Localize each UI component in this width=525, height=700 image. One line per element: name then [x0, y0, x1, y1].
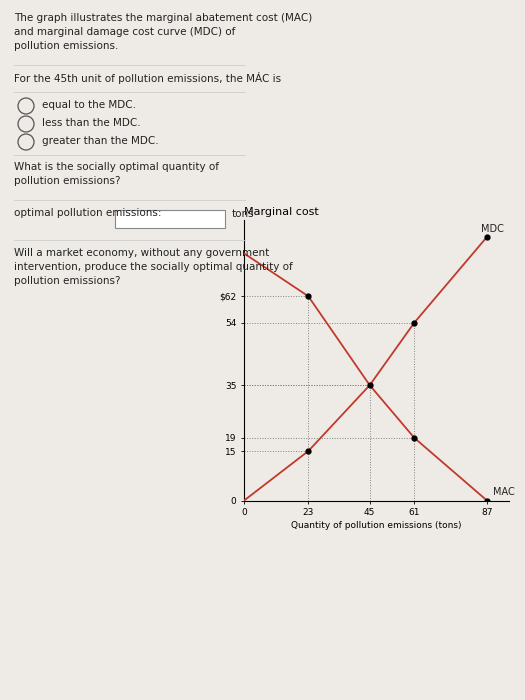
Text: Will a market economy, without any government: Will a market economy, without any gover…	[14, 248, 269, 258]
Text: What is the socially optimal quantity of: What is the socially optimal quantity of	[14, 162, 219, 172]
Text: For the 45th unit of pollution emissions, the MÁC is: For the 45th unit of pollution emissions…	[14, 72, 281, 84]
Text: MAC: MAC	[492, 487, 514, 497]
Text: pollution emissions.: pollution emissions.	[14, 41, 118, 51]
Text: tons: tons	[232, 209, 255, 219]
Text: greater than the MDC.: greater than the MDC.	[42, 136, 159, 146]
Text: Marginal cost: Marginal cost	[244, 207, 319, 217]
Text: optimal pollution emissions:: optimal pollution emissions:	[14, 208, 162, 218]
Text: less than the MDC.: less than the MDC.	[42, 118, 141, 128]
Text: The graph illustrates the marginal abatement cost (MAC): The graph illustrates the marginal abate…	[14, 13, 312, 23]
Text: intervention, produce the socially optimal quantity of: intervention, produce the socially optim…	[14, 262, 293, 272]
Text: MDC: MDC	[481, 224, 504, 234]
Text: pollution emissions?: pollution emissions?	[14, 276, 121, 286]
Text: pollution emissions?: pollution emissions?	[14, 176, 121, 186]
Text: and marginal damage cost curve (MDC) of: and marginal damage cost curve (MDC) of	[14, 27, 235, 37]
X-axis label: Quantity of pollution emissions (tons): Quantity of pollution emissions (tons)	[291, 522, 462, 531]
Text: equal to the MDC.: equal to the MDC.	[42, 100, 136, 110]
FancyBboxPatch shape	[115, 210, 225, 228]
